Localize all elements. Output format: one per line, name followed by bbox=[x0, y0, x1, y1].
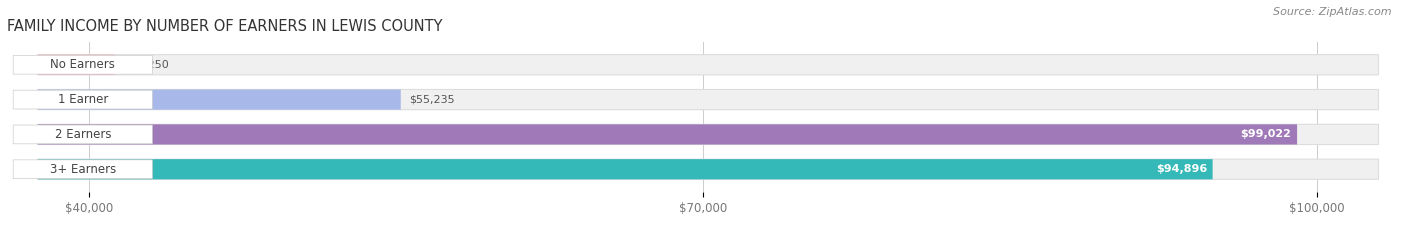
FancyBboxPatch shape bbox=[13, 160, 152, 179]
FancyBboxPatch shape bbox=[38, 55, 1378, 75]
Text: Source: ZipAtlas.com: Source: ZipAtlas.com bbox=[1274, 7, 1392, 17]
Text: FAMILY INCOME BY NUMBER OF EARNERS IN LEWIS COUNTY: FAMILY INCOME BY NUMBER OF EARNERS IN LE… bbox=[7, 19, 443, 34]
FancyBboxPatch shape bbox=[13, 55, 152, 74]
Text: 3+ Earners: 3+ Earners bbox=[49, 163, 115, 176]
Text: $99,022: $99,022 bbox=[1240, 129, 1292, 139]
FancyBboxPatch shape bbox=[38, 159, 1378, 179]
FancyBboxPatch shape bbox=[13, 90, 152, 109]
Text: $41,250: $41,250 bbox=[122, 60, 169, 70]
FancyBboxPatch shape bbox=[38, 124, 1378, 145]
Text: 2 Earners: 2 Earners bbox=[55, 128, 111, 141]
FancyBboxPatch shape bbox=[13, 125, 152, 144]
FancyBboxPatch shape bbox=[38, 89, 401, 110]
FancyBboxPatch shape bbox=[38, 55, 114, 75]
FancyBboxPatch shape bbox=[38, 124, 1298, 145]
Text: $94,896: $94,896 bbox=[1156, 164, 1206, 174]
FancyBboxPatch shape bbox=[38, 89, 1378, 110]
Text: $55,235: $55,235 bbox=[409, 95, 454, 105]
FancyBboxPatch shape bbox=[38, 159, 1212, 179]
Text: No Earners: No Earners bbox=[51, 58, 115, 71]
Text: 1 Earner: 1 Earner bbox=[58, 93, 108, 106]
